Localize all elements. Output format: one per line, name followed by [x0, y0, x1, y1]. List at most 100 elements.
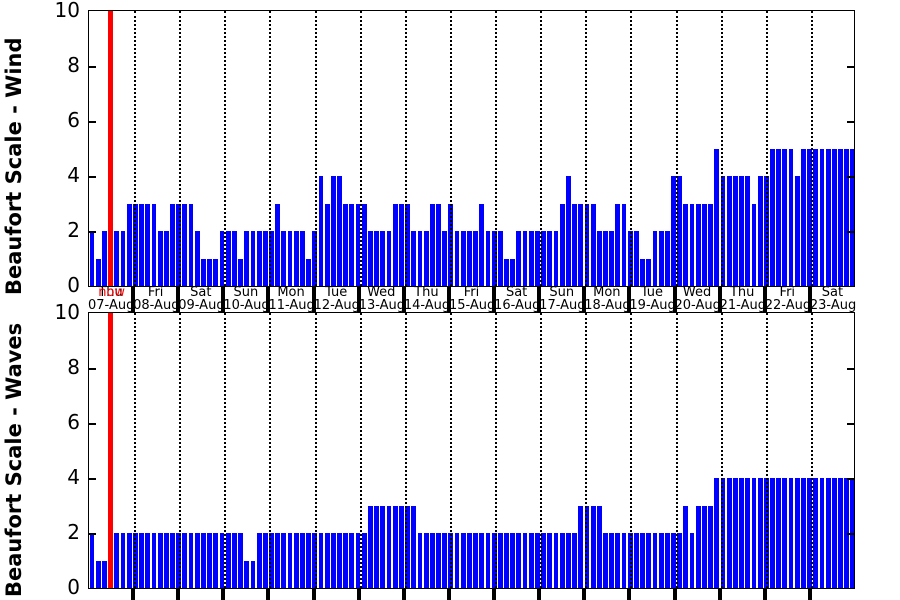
y-tick-mark [847, 231, 854, 233]
x-axis-weekday-label: Sat [190, 285, 212, 300]
y-tick-mark [89, 176, 96, 178]
day-gridline [810, 313, 813, 588]
y-tick-mark [89, 121, 96, 123]
bar [504, 533, 509, 588]
x-axis-date-label: 11-Aug [268, 298, 315, 313]
bar [578, 505, 584, 588]
bar [163, 533, 169, 588]
x-axis-tick [807, 287, 812, 312]
x-axis-day-segment: Sat 09-Aug [178, 285, 224, 312]
bar [640, 258, 645, 286]
now-marker-line [107, 313, 113, 588]
y-tick-mark [847, 121, 854, 123]
bar [361, 533, 367, 588]
bar [293, 533, 299, 588]
waves-plot-area [88, 312, 855, 589]
bar [695, 505, 701, 588]
x-axis-bottom-tick [176, 589, 181, 600]
bar [368, 505, 373, 588]
x-axis-tick [762, 287, 767, 312]
day-gridline [224, 313, 227, 588]
bar [256, 533, 262, 588]
bar [553, 533, 559, 588]
day-gridline [495, 11, 498, 286]
x-axis-date-label: 20-Aug [674, 298, 721, 313]
bar [89, 533, 95, 588]
bar [361, 203, 367, 286]
bar [782, 478, 788, 588]
bar [95, 258, 101, 286]
bar [695, 203, 701, 286]
y-tick-mark [847, 368, 854, 370]
bar [646, 258, 652, 286]
bar [473, 533, 478, 588]
bar [89, 231, 95, 286]
day-gridline [765, 313, 768, 588]
x-axis-tick [131, 287, 136, 312]
bar [126, 203, 132, 286]
bar [819, 478, 825, 588]
bar [299, 231, 305, 286]
bar [807, 478, 812, 588]
bar [516, 533, 522, 588]
bar [621, 203, 627, 286]
x-axis-bottom-tick [672, 589, 677, 600]
bar [671, 176, 676, 286]
bar [572, 203, 577, 286]
x-axis-bottom-tick [266, 589, 271, 600]
bar [225, 533, 231, 588]
bar [244, 231, 250, 286]
x-axis-bottom-tick [582, 589, 587, 600]
bar [436, 203, 441, 286]
x-axis-bottom-tick [401, 589, 406, 600]
day-gridline [404, 11, 407, 286]
y-tick-label: 0 [67, 273, 80, 297]
bar [726, 176, 732, 286]
x-axis-day-segment: Sun 10-Aug [223, 286, 269, 312]
bar [510, 533, 516, 588]
bar [250, 560, 256, 588]
x-axis-weekday-label: Fri [463, 285, 480, 300]
x-axis-bottom-tick [131, 589, 136, 600]
bar [831, 148, 837, 286]
bar [621, 533, 627, 588]
bar [714, 148, 720, 286]
bar [831, 478, 837, 588]
wind-chart-panel: 0 2 4 6 8 10 [55, 0, 855, 295]
y-tick-label: 4 [67, 465, 80, 489]
bar [343, 533, 349, 588]
day-gridline [359, 313, 362, 588]
x-axis-day-segment: Sat 23-Aug [810, 285, 856, 312]
bar [813, 478, 819, 588]
bar [392, 203, 398, 286]
bar [541, 231, 547, 286]
bar [139, 203, 144, 286]
day-gridline [359, 11, 362, 286]
x-axis-bottom-ticks [88, 589, 855, 600]
x-axis-bottom-tick [762, 589, 767, 600]
bar [547, 231, 553, 286]
wind-axis-title: Beaufort Scale - Wind [2, 37, 26, 295]
bar [510, 258, 516, 286]
x-axis-weekday-label: Sat [821, 285, 844, 300]
y-tick-label: 6 [67, 108, 80, 132]
bar [739, 176, 744, 286]
bar [306, 533, 311, 588]
x-axis-date-label: 07-Aug [88, 298, 135, 313]
bar [386, 231, 392, 286]
bar [194, 231, 200, 286]
bar [794, 478, 800, 588]
day-gridline [269, 313, 272, 588]
bar [535, 231, 540, 286]
bar [411, 231, 417, 286]
bar [615, 203, 621, 286]
bar [689, 533, 695, 588]
bar [844, 478, 850, 588]
wind-bar-series [89, 11, 854, 286]
x-axis-tick [537, 287, 542, 312]
bar [213, 533, 219, 588]
bar [757, 478, 763, 588]
bar [238, 533, 243, 588]
day-gridline [765, 11, 768, 286]
x-axis-tick [582, 287, 587, 312]
